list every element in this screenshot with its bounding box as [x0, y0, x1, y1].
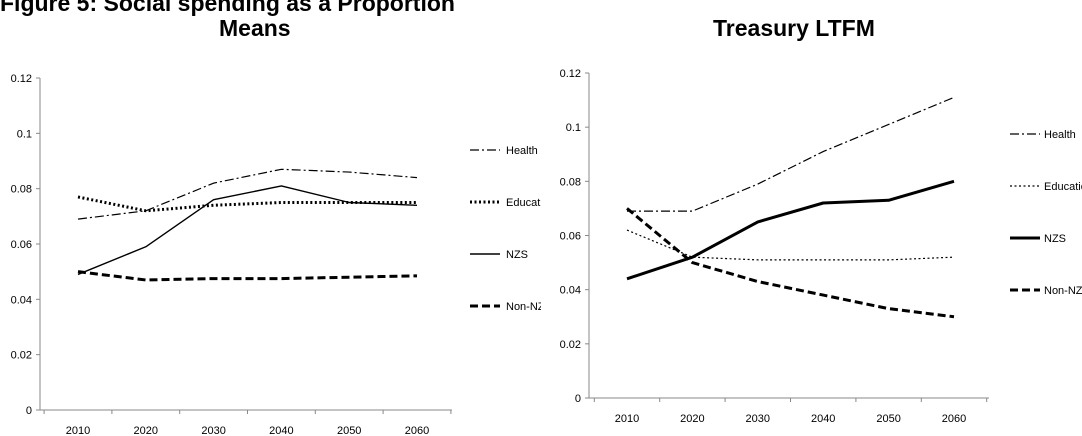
- means-x-tick-label: 2040: [269, 425, 293, 436]
- treasury-ltfm-y-tick-label: 0.12: [560, 68, 581, 80]
- chart-title-means: Means: [219, 15, 291, 41]
- means-y-tick-label: 0.04: [11, 294, 32, 306]
- treasury-ltfm-x-tick-label: 2050: [876, 413, 900, 425]
- treasury-ltfm-y-tick-label: 0.08: [560, 176, 581, 188]
- means-x-tick-label: 2010: [66, 425, 90, 436]
- means-legend-label-1: Educat: [506, 197, 540, 209]
- treasury-ltfm-x-tick-label: 2060: [942, 413, 966, 425]
- treasury-ltfm-chart: 0 0.02 0.04 0.06 0.08 0.1 0.12 2010 2020 2030 2040…: [560, 68, 1082, 425]
- means-legend-label-2: NZS: [506, 249, 528, 261]
- treasury-ltfm-y-tick-label: 0: [575, 393, 581, 405]
- treasury-ltfm-series-line-1: [626, 229, 955, 261]
- means-x-tick-label: 2050: [337, 425, 361, 436]
- treasury-ltfm-y-tick-label: 0.1: [566, 122, 581, 134]
- treasury-ltfm-legend-label-2: NZS: [1044, 233, 1066, 245]
- means-x-tick-label: 2060: [405, 425, 429, 436]
- treasury-ltfm-series-line-3: [626, 207, 955, 319]
- treasury-ltfm-x-tick-label: 2010: [615, 413, 639, 425]
- means-y-tick-label: 0.08: [11, 184, 32, 196]
- treasury-ltfm-x-tick-label: 2020: [680, 413, 704, 425]
- figure-caption: Figure 5: Social spending as a Proportio…: [0, 0, 455, 16]
- means-series-line-3: [77, 270, 418, 282]
- means-x-tick-label: 2020: [134, 425, 158, 436]
- means-x-tick-label: 2030: [201, 425, 225, 436]
- means-y-tick-label: 0.12: [11, 73, 32, 85]
- means-legend-label-3: Non-NZ: [506, 301, 541, 313]
- treasury-ltfm-y-tick-label: 0.04: [560, 285, 581, 297]
- means-y-tick-label: 0.1: [17, 128, 32, 140]
- treasury-ltfm-legend-label-3: Non-NZS: [1044, 285, 1082, 297]
- treasury-ltfm-series-line-0: [627, 96, 955, 212]
- means-y-tick-label: 0.02: [11, 350, 32, 362]
- treasury-ltfm-legend-label-0: Health: [1044, 129, 1076, 141]
- treasury-ltfm-y-tick-label: 0.02: [560, 339, 581, 351]
- treasury-ltfm-x-tick-label: 2040: [811, 413, 835, 425]
- treasury-ltfm-legend-label-1: Educatio: [1044, 181, 1082, 193]
- means-chart: 0 0.02 0.04 0.06 0.08 0.1 0.12 2010 2020 2030 2040…: [11, 73, 541, 436]
- means-series-line-0: [77, 168, 418, 220]
- chart-title-treasury-ltfm: Treasury LTFM: [713, 15, 875, 41]
- treasury-ltfm-y-tick-label: 0.06: [560, 231, 581, 243]
- means-y-tick-label: 0: [26, 405, 32, 417]
- treasury-ltfm-series-line-2: [626, 179, 955, 281]
- means-y-tick-label: 0.06: [11, 239, 32, 251]
- means-legend-label-0: Health: [506, 145, 538, 157]
- means-series-line-2: [77, 185, 418, 276]
- treasury-ltfm-x-tick-label: 2030: [746, 413, 770, 425]
